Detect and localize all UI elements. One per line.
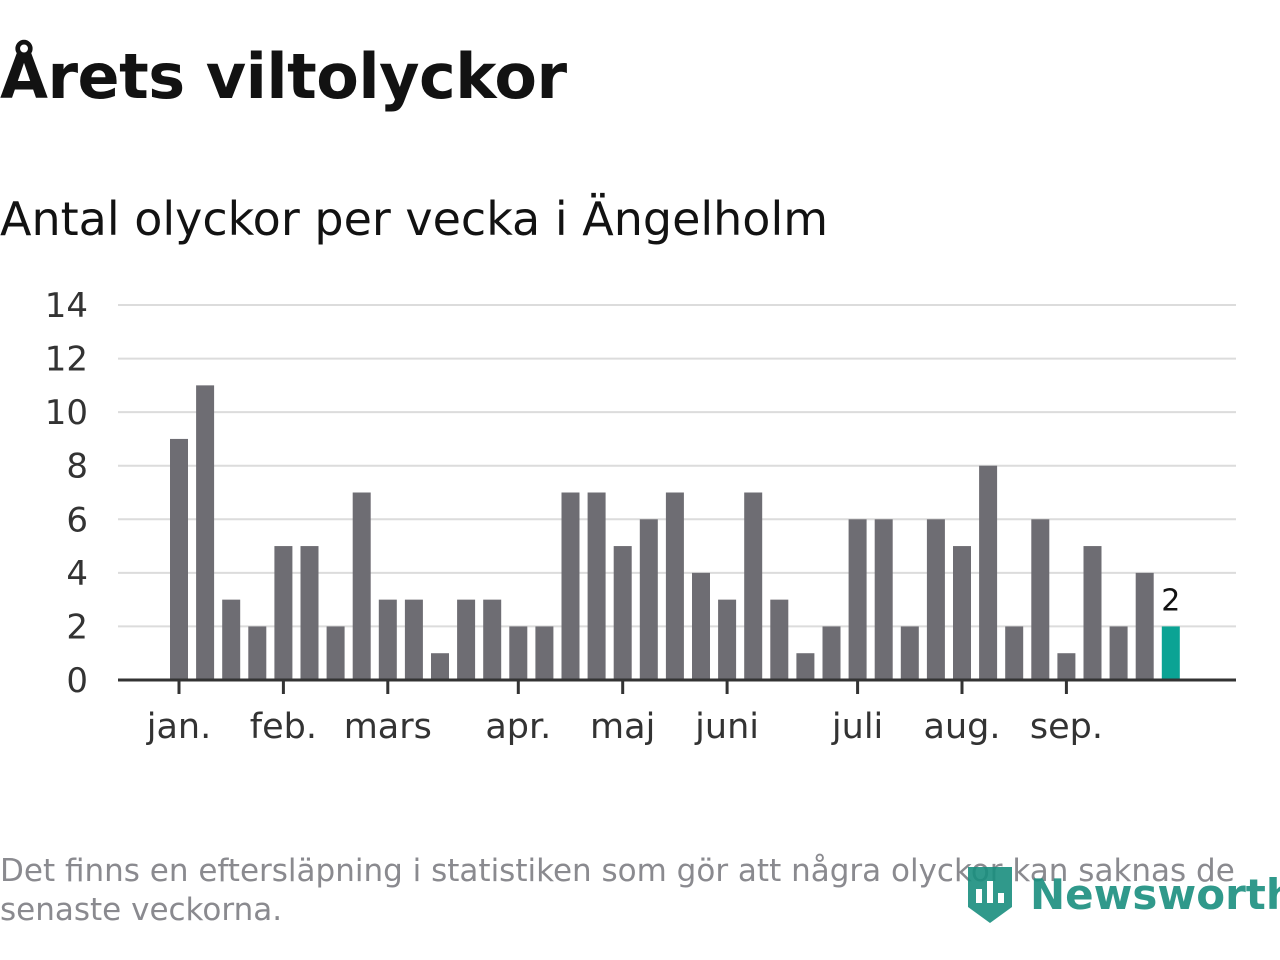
bar [300, 546, 319, 680]
y-tick-label: 0 [66, 661, 88, 701]
bar [848, 519, 867, 680]
bar [352, 492, 371, 680]
bar [953, 546, 971, 680]
y-tick-label: 8 [66, 447, 88, 487]
y-axis-labels: 0 2 4 6 8 10 12 14 [45, 286, 88, 701]
bar [613, 546, 632, 680]
bar [1083, 546, 1102, 680]
chart-subtitle: Antal olyckor per vecka i Ängelholm [0, 192, 829, 246]
bar [822, 626, 841, 680]
bars [170, 385, 1180, 680]
x-tick-label: aug. [924, 707, 1001, 747]
bar [378, 599, 397, 680]
bar [457, 599, 476, 680]
bar [1031, 519, 1050, 680]
bar [874, 519, 893, 680]
x-tick-label: sep. [1030, 707, 1103, 747]
annotations: 2 [1161, 583, 1180, 618]
x-tick-label: maj [590, 707, 655, 747]
y-tick-label: 10 [45, 393, 88, 433]
y-tick-label: 14 [45, 286, 88, 326]
bar [196, 385, 215, 680]
bar [509, 626, 528, 680]
bar-chart: 0 2 4 6 8 10 12 14 jan. feb. mars apr. maj juni juli a… [45, 286, 1236, 747]
bar [665, 492, 684, 680]
bar [170, 438, 188, 680]
bar [718, 599, 737, 680]
bar [692, 572, 710, 680]
data-label-latest: 2 [1161, 583, 1180, 618]
bar [535, 626, 554, 680]
newsworthy-logo-icon [968, 867, 1012, 923]
bar [796, 653, 815, 680]
x-tick-label: mars [344, 707, 432, 747]
bar [979, 465, 998, 680]
logo-text: Newsworthy [1030, 869, 1280, 919]
bar [431, 653, 449, 680]
x-tick-label: jan. [146, 707, 211, 747]
page-title: Årets viltolyckor [0, 40, 567, 113]
bar [639, 519, 658, 680]
x-tick-label: apr. [485, 707, 551, 747]
x-tick-label: juni [694, 707, 759, 747]
bar [404, 599, 423, 680]
y-tick-label: 4 [66, 554, 88, 594]
y-tick-label: 6 [66, 500, 88, 540]
y-tick-label: 12 [45, 340, 88, 380]
bar [744, 492, 763, 680]
x-tick-label: juli [831, 707, 883, 747]
x-tick-label: feb. [250, 707, 317, 747]
x-axis-labels: jan. feb. mars apr. maj juni juli aug. sep. [146, 707, 1103, 747]
y-tick-label: 2 [66, 607, 88, 647]
bar [561, 492, 580, 680]
bar [1057, 653, 1076, 680]
bar [222, 599, 241, 680]
bar [1109, 626, 1128, 680]
bar [770, 599, 789, 680]
footnote: Det finns en eftersläpning i statistiken… [0, 853, 1235, 928]
bar [1005, 626, 1024, 680]
bar [248, 626, 267, 680]
bar [1135, 572, 1154, 680]
bar [483, 599, 502, 680]
bar [926, 519, 945, 680]
newsworthy-logo: Newsworthy [964, 862, 1280, 926]
bar-highlight [1161, 626, 1180, 680]
x-axis [118, 678, 1236, 694]
bar [274, 546, 293, 680]
bar [587, 492, 606, 680]
bar [326, 626, 345, 680]
bar [900, 626, 919, 680]
